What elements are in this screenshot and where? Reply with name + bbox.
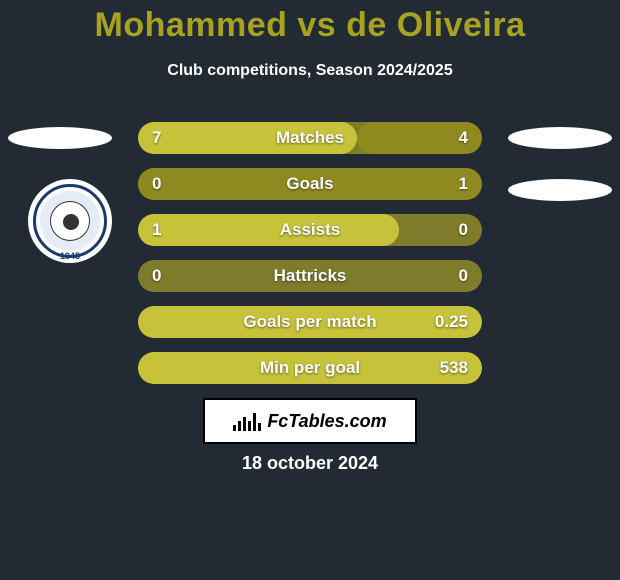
- player-right-badge-2: [508, 179, 612, 201]
- player-right-badge-1: [508, 127, 612, 149]
- stat-track: [138, 214, 482, 246]
- stat-row: Matches74: [138, 122, 482, 154]
- page-title: Mohammed vs de Oliveira: [0, 6, 620, 45]
- stat-fill-left: [138, 214, 399, 246]
- stat-fill-right: [357, 122, 482, 154]
- brand-box: FcTables.com: [203, 398, 417, 444]
- stat-fill-full: [138, 352, 482, 384]
- soccer-ball-icon: [50, 201, 90, 241]
- stat-track: [138, 122, 482, 154]
- stat-track: [138, 306, 482, 338]
- stat-row: Assists10: [138, 214, 482, 246]
- stats-container: Matches74 Goals01 Assists10 Hattricks00 Goal…: [138, 122, 482, 398]
- stat-track: [138, 260, 482, 292]
- stat-row: Goals01: [138, 168, 482, 200]
- stat-row: Min per goal538: [138, 352, 482, 384]
- stat-row: Goals per match0.25: [138, 306, 482, 338]
- stat-fill-left: [138, 122, 357, 154]
- club-logo-year: 1945: [28, 251, 112, 261]
- stat-track: [138, 168, 482, 200]
- stat-fill-full: [138, 306, 482, 338]
- club-logo-inner: [40, 191, 100, 251]
- stat-track: [138, 352, 482, 384]
- brand-text: FcTables.com: [267, 411, 386, 432]
- stat-row: Hattricks00: [138, 260, 482, 292]
- player-left-badge: [8, 127, 112, 149]
- page-subtitle: Club competitions, Season 2024/2025: [0, 62, 620, 80]
- stat-fill-right: [138, 168, 482, 200]
- footer-date: 18 october 2024: [0, 453, 620, 474]
- club-logo: 1945: [28, 179, 112, 263]
- brand-bars-icon: [233, 411, 261, 431]
